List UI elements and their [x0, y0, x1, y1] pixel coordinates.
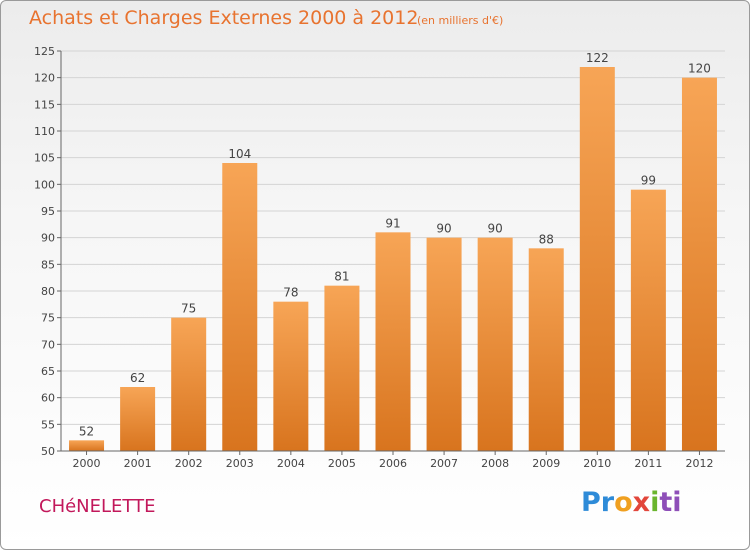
- data-label-2010: 122: [586, 51, 609, 65]
- y-tick-label: 120: [34, 72, 55, 85]
- x-tick-label: 2010: [583, 457, 611, 470]
- bar-2001: [120, 387, 156, 451]
- logo-part: x: [632, 487, 651, 518]
- data-label-2002: 75: [181, 302, 196, 316]
- bar-2010: [579, 67, 615, 451]
- data-label-2012: 120: [688, 62, 711, 76]
- x-tick-label: 2003: [226, 457, 254, 470]
- y-tick-label: 115: [34, 98, 55, 111]
- data-label-2001: 62: [130, 371, 145, 385]
- y-tick-label: 75: [41, 312, 55, 325]
- data-label-2006: 91: [385, 216, 400, 230]
- y-tick-label: 110: [34, 125, 55, 138]
- y-tick-label: 85: [41, 258, 55, 271]
- x-tick-label: 2007: [430, 457, 458, 470]
- data-label-2008: 90: [488, 222, 503, 236]
- x-tick-label: 2008: [481, 457, 509, 470]
- y-tick-label: 100: [34, 178, 55, 191]
- x-tick-label: 2009: [532, 457, 560, 470]
- y-tick-label: 50: [41, 445, 55, 458]
- data-label-2011: 99: [641, 174, 656, 188]
- bar-2004: [273, 301, 309, 451]
- y-tick-label: 90: [41, 232, 55, 245]
- bar-2003: [222, 163, 258, 451]
- x-tick-label: 2002: [175, 457, 203, 470]
- y-tick-label: 65: [41, 365, 55, 378]
- x-tick-label: 2005: [328, 457, 356, 470]
- data-label-2009: 88: [539, 232, 554, 246]
- logo-part: ti: [659, 487, 682, 518]
- y-tick-label: 95: [41, 205, 55, 218]
- x-axis: 2000 2001 2002 2003 2004 2005 2006 2007 2008 2009…: [61, 450, 725, 470]
- bar-2007: [426, 237, 462, 451]
- logo-part: Pr: [581, 487, 615, 518]
- y-tick-label: 125: [34, 45, 55, 58]
- x-tick-label: 2012: [685, 457, 713, 470]
- logo-part: i: [650, 487, 660, 518]
- data-label-2000: 52: [79, 424, 94, 438]
- bar-2002: [171, 317, 207, 451]
- bar-2011: [630, 189, 666, 451]
- x-tick-label: 2011: [634, 457, 662, 470]
- proxiti-logo[interactable]: Proxiti: [581, 487, 682, 518]
- bar-2009: [528, 248, 564, 451]
- y-tick-label: 60: [41, 392, 55, 405]
- bar-2008: [477, 237, 513, 451]
- bar-2012: [681, 77, 717, 452]
- y-tick-label: 55: [41, 418, 55, 431]
- x-tick-label: 2006: [379, 457, 407, 470]
- data-label-2004: 78: [283, 286, 298, 300]
- data-label-2005: 81: [334, 270, 349, 284]
- bars: 52 62 75 104 78 81 91 90 90 88 122 99 120: [69, 51, 717, 452]
- x-tick-label: 2004: [277, 457, 305, 470]
- data-label-2007: 90: [436, 222, 451, 236]
- chart-subtitle: (en milliers d'€): [417, 14, 504, 27]
- chart-title: Achats et Charges Externes 2000 à 2012: [29, 7, 419, 29]
- bar-2005: [324, 285, 360, 451]
- logo-part: o: [614, 487, 633, 518]
- data-label-2003: 104: [228, 147, 251, 161]
- y-axis: 50 55 60 65 70 75 80 85 90 95 100 105 110 115 120 125: [34, 45, 62, 458]
- y-tick-label: 80: [41, 285, 55, 298]
- bar-2006: [375, 232, 411, 451]
- commune-name: CHéNELETTE: [39, 496, 156, 517]
- x-tick-label: 2001: [124, 457, 152, 470]
- x-tick-label: 2000: [73, 457, 101, 470]
- bar-2000: [69, 440, 105, 451]
- y-tick-label: 105: [34, 152, 55, 165]
- y-tick-label: 70: [41, 338, 55, 351]
